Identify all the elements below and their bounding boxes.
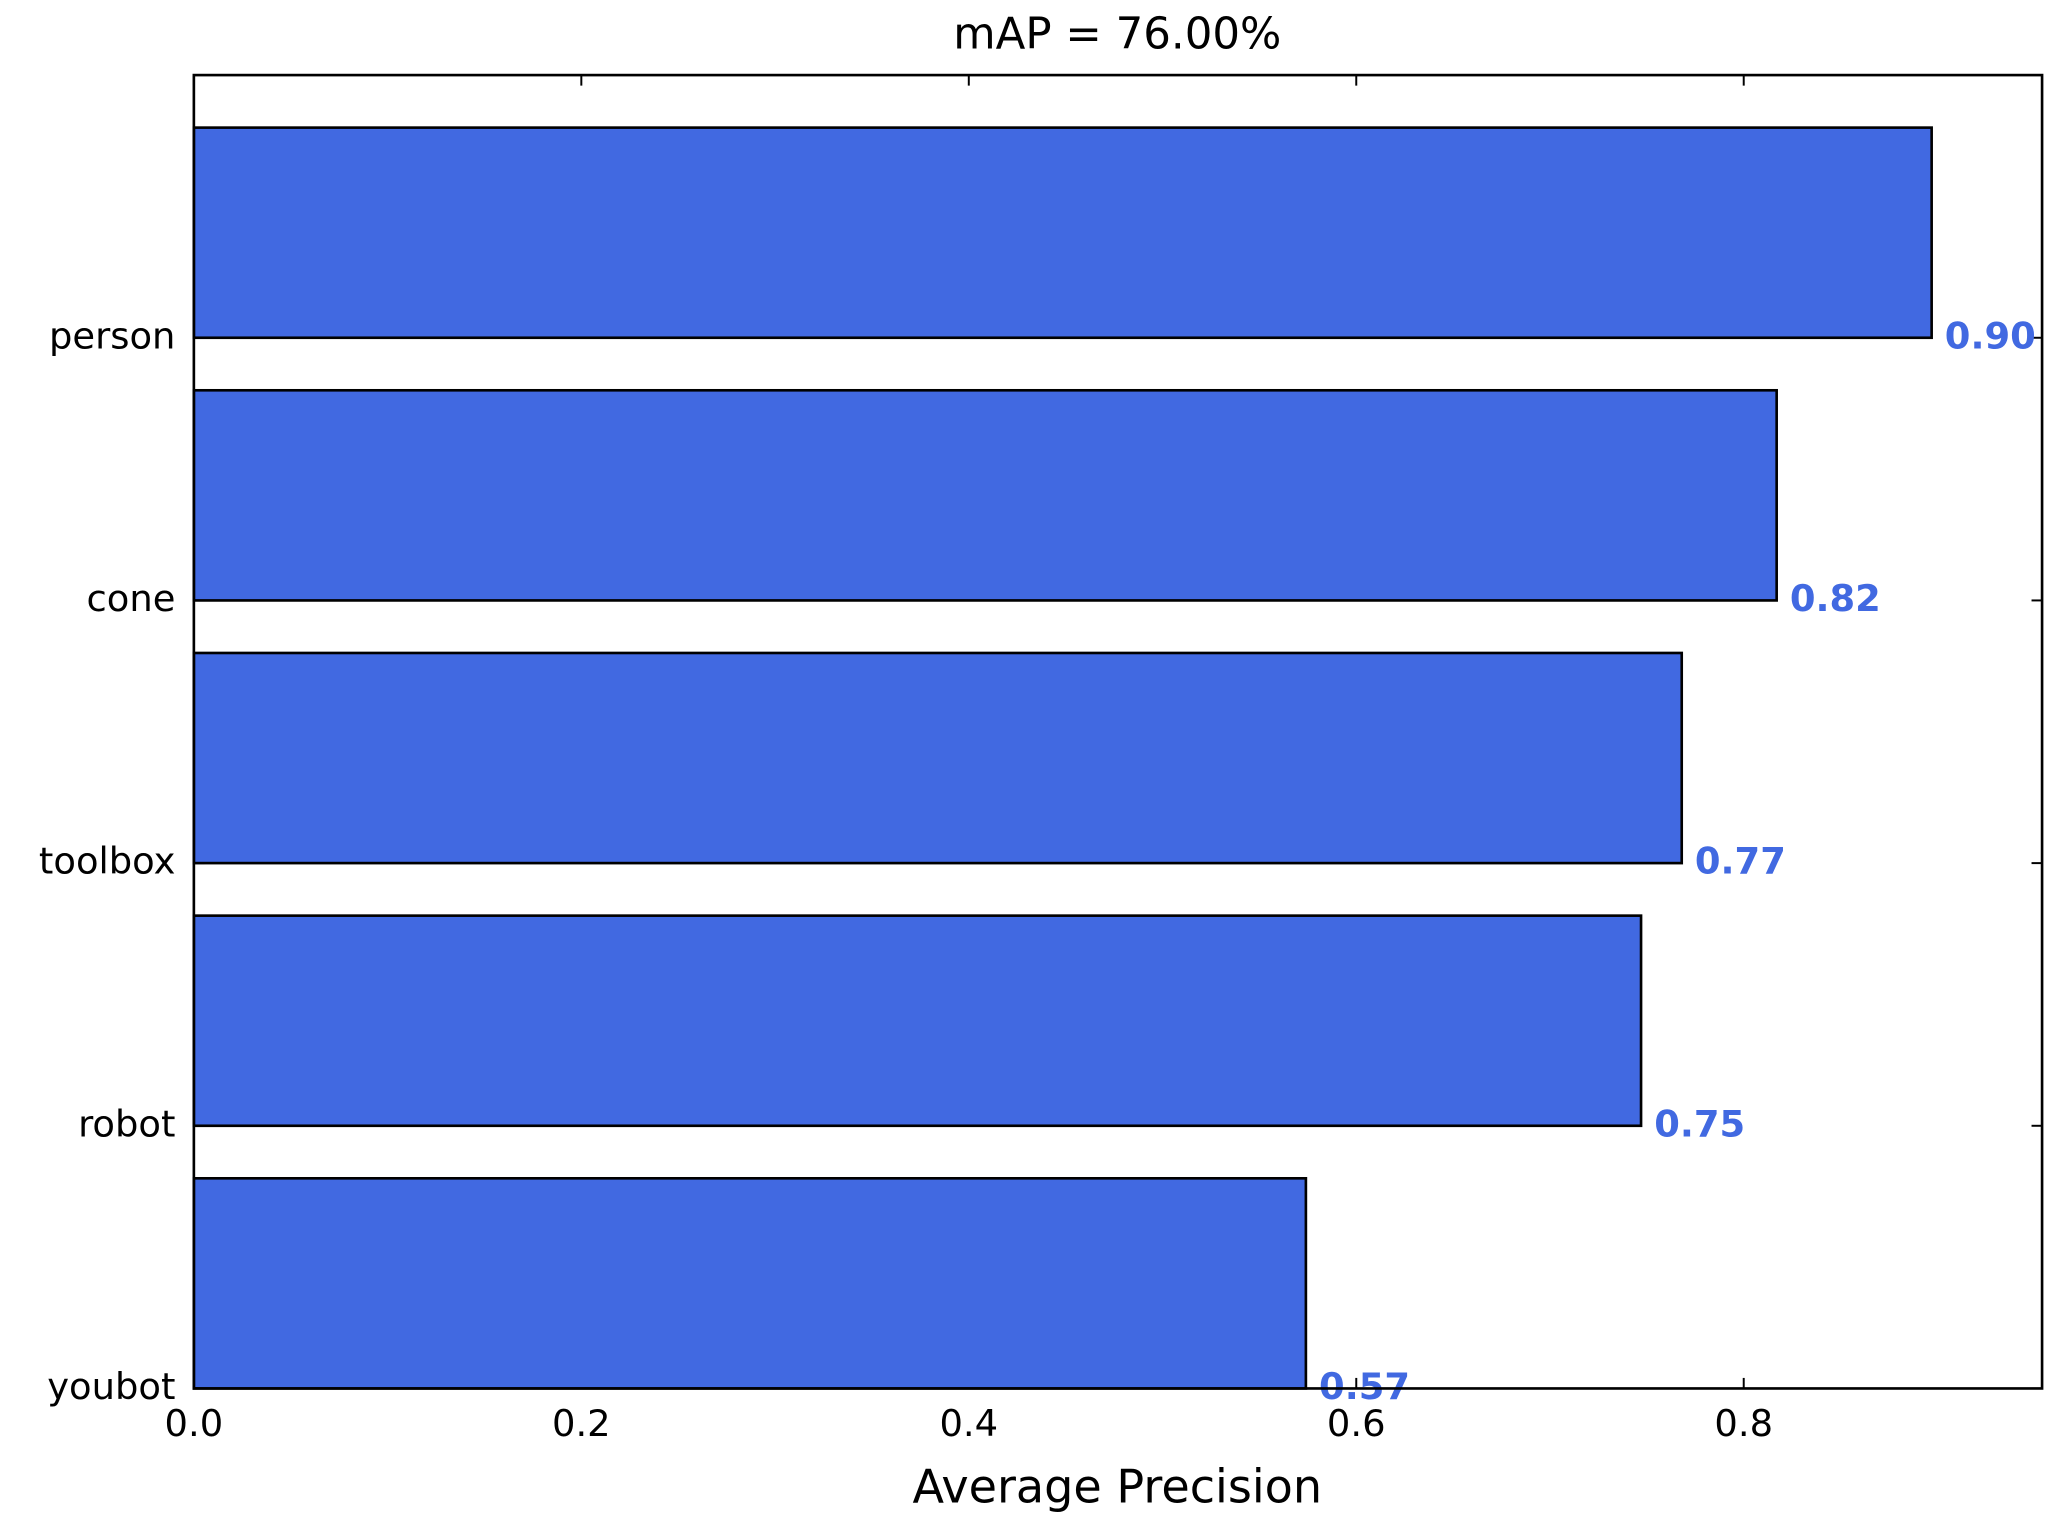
bar: [192, 651, 1684, 865]
x-tick-label: 0.4: [939, 1402, 998, 1445]
x-tick-label: 0.0: [165, 1402, 224, 1445]
bar: [192, 1177, 1308, 1390]
x-axis-label: Average Precision: [913, 1459, 1323, 1513]
value-label: 0.90: [1945, 314, 2036, 357]
x-tick-label: 0.6: [1327, 1402, 1386, 1445]
y-tick-label: cone: [87, 577, 176, 620]
chart-title: mAP = 76.00%: [953, 9, 1281, 59]
bar: [192, 126, 1933, 340]
y-tick-label: toolbox: [39, 840, 175, 883]
plot-frame: [192, 73, 2044, 1390]
value-label: 0.57: [1319, 1365, 1410, 1408]
y-tick-label: robot: [78, 1102, 175, 1145]
x-tick-label: 0.8: [1714, 1402, 1773, 1445]
x-tick-label: 0.2: [552, 1402, 611, 1445]
y-tick-label: youbot: [47, 1365, 175, 1408]
value-label: 0.77: [1695, 840, 1786, 883]
bar: [192, 388, 1778, 602]
bar: [192, 914, 1643, 1128]
y-tick-label: person: [49, 314, 175, 357]
value-label: 0.82: [1790, 577, 1881, 620]
value-label: 0.75: [1654, 1102, 1745, 1145]
